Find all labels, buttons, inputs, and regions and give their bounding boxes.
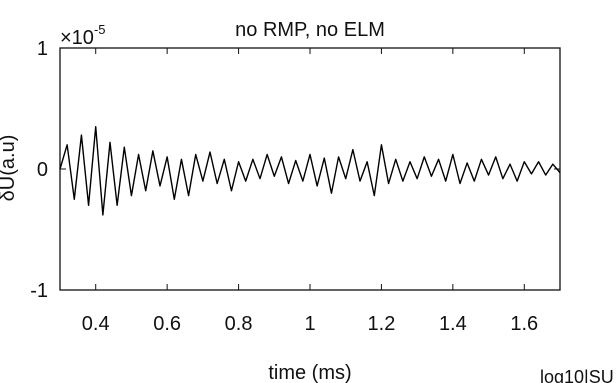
x-tick-label: 1.6 (510, 313, 538, 335)
x-tick-label: 1 (304, 313, 315, 335)
y-ticks: -1 0 1 (30, 38, 560, 302)
y-tick-label: 1 (37, 38, 48, 60)
series-layer (59, 125, 561, 216)
y-tick-label: 0 (37, 159, 48, 181)
corner-label: log10|SU (540, 367, 614, 383)
y-multiplier: ×10-5 (60, 22, 106, 49)
y-multiplier-exponent: -5 (94, 22, 106, 37)
y-tick-label: -1 (30, 280, 48, 302)
x-tick-label: 0.4 (82, 313, 110, 335)
x-tick-label: 0.8 (225, 313, 253, 335)
y-multiplier-base: ×10 (60, 27, 94, 49)
plot-area-frame (59, 47, 561, 291)
y-axis-label: δU(a.u) (0, 135, 19, 202)
x-tick-label: 1.2 (368, 313, 396, 335)
chart-title: no RMP, no ELM (235, 19, 385, 41)
series-line (59, 125, 561, 216)
x-axis-label: time (ms) (268, 362, 351, 383)
x-tick-label: 1.4 (439, 313, 467, 335)
x-tick-label: 0.6 (153, 313, 181, 335)
x-ticks: 0.4 0.6 0.8 1 1.2 1.4 1.6 (82, 48, 538, 335)
